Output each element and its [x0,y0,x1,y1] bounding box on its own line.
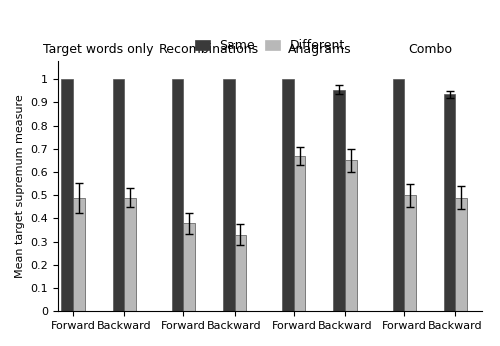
Bar [444,94,456,311]
Text: Combo: Combo [408,43,452,56]
Bar [124,198,136,311]
Legend: Same, Different: Same, Different [190,34,350,57]
Bar [456,198,467,311]
Bar [294,156,306,311]
Bar [393,79,404,311]
Text: Anagrams: Anagrams [288,43,351,56]
Bar [62,79,73,311]
Bar [112,79,124,311]
Bar [334,90,345,311]
Bar [73,198,85,311]
Bar [184,223,195,311]
Text: Recombinations: Recombinations [159,43,259,56]
Bar [223,79,234,311]
Y-axis label: Mean target supremum measure: Mean target supremum measure [15,94,25,278]
Bar [172,79,184,311]
Bar [234,235,246,311]
Text: Target words only: Target words only [44,43,154,56]
Bar [404,195,416,311]
Bar [345,161,356,311]
Bar [282,79,294,311]
